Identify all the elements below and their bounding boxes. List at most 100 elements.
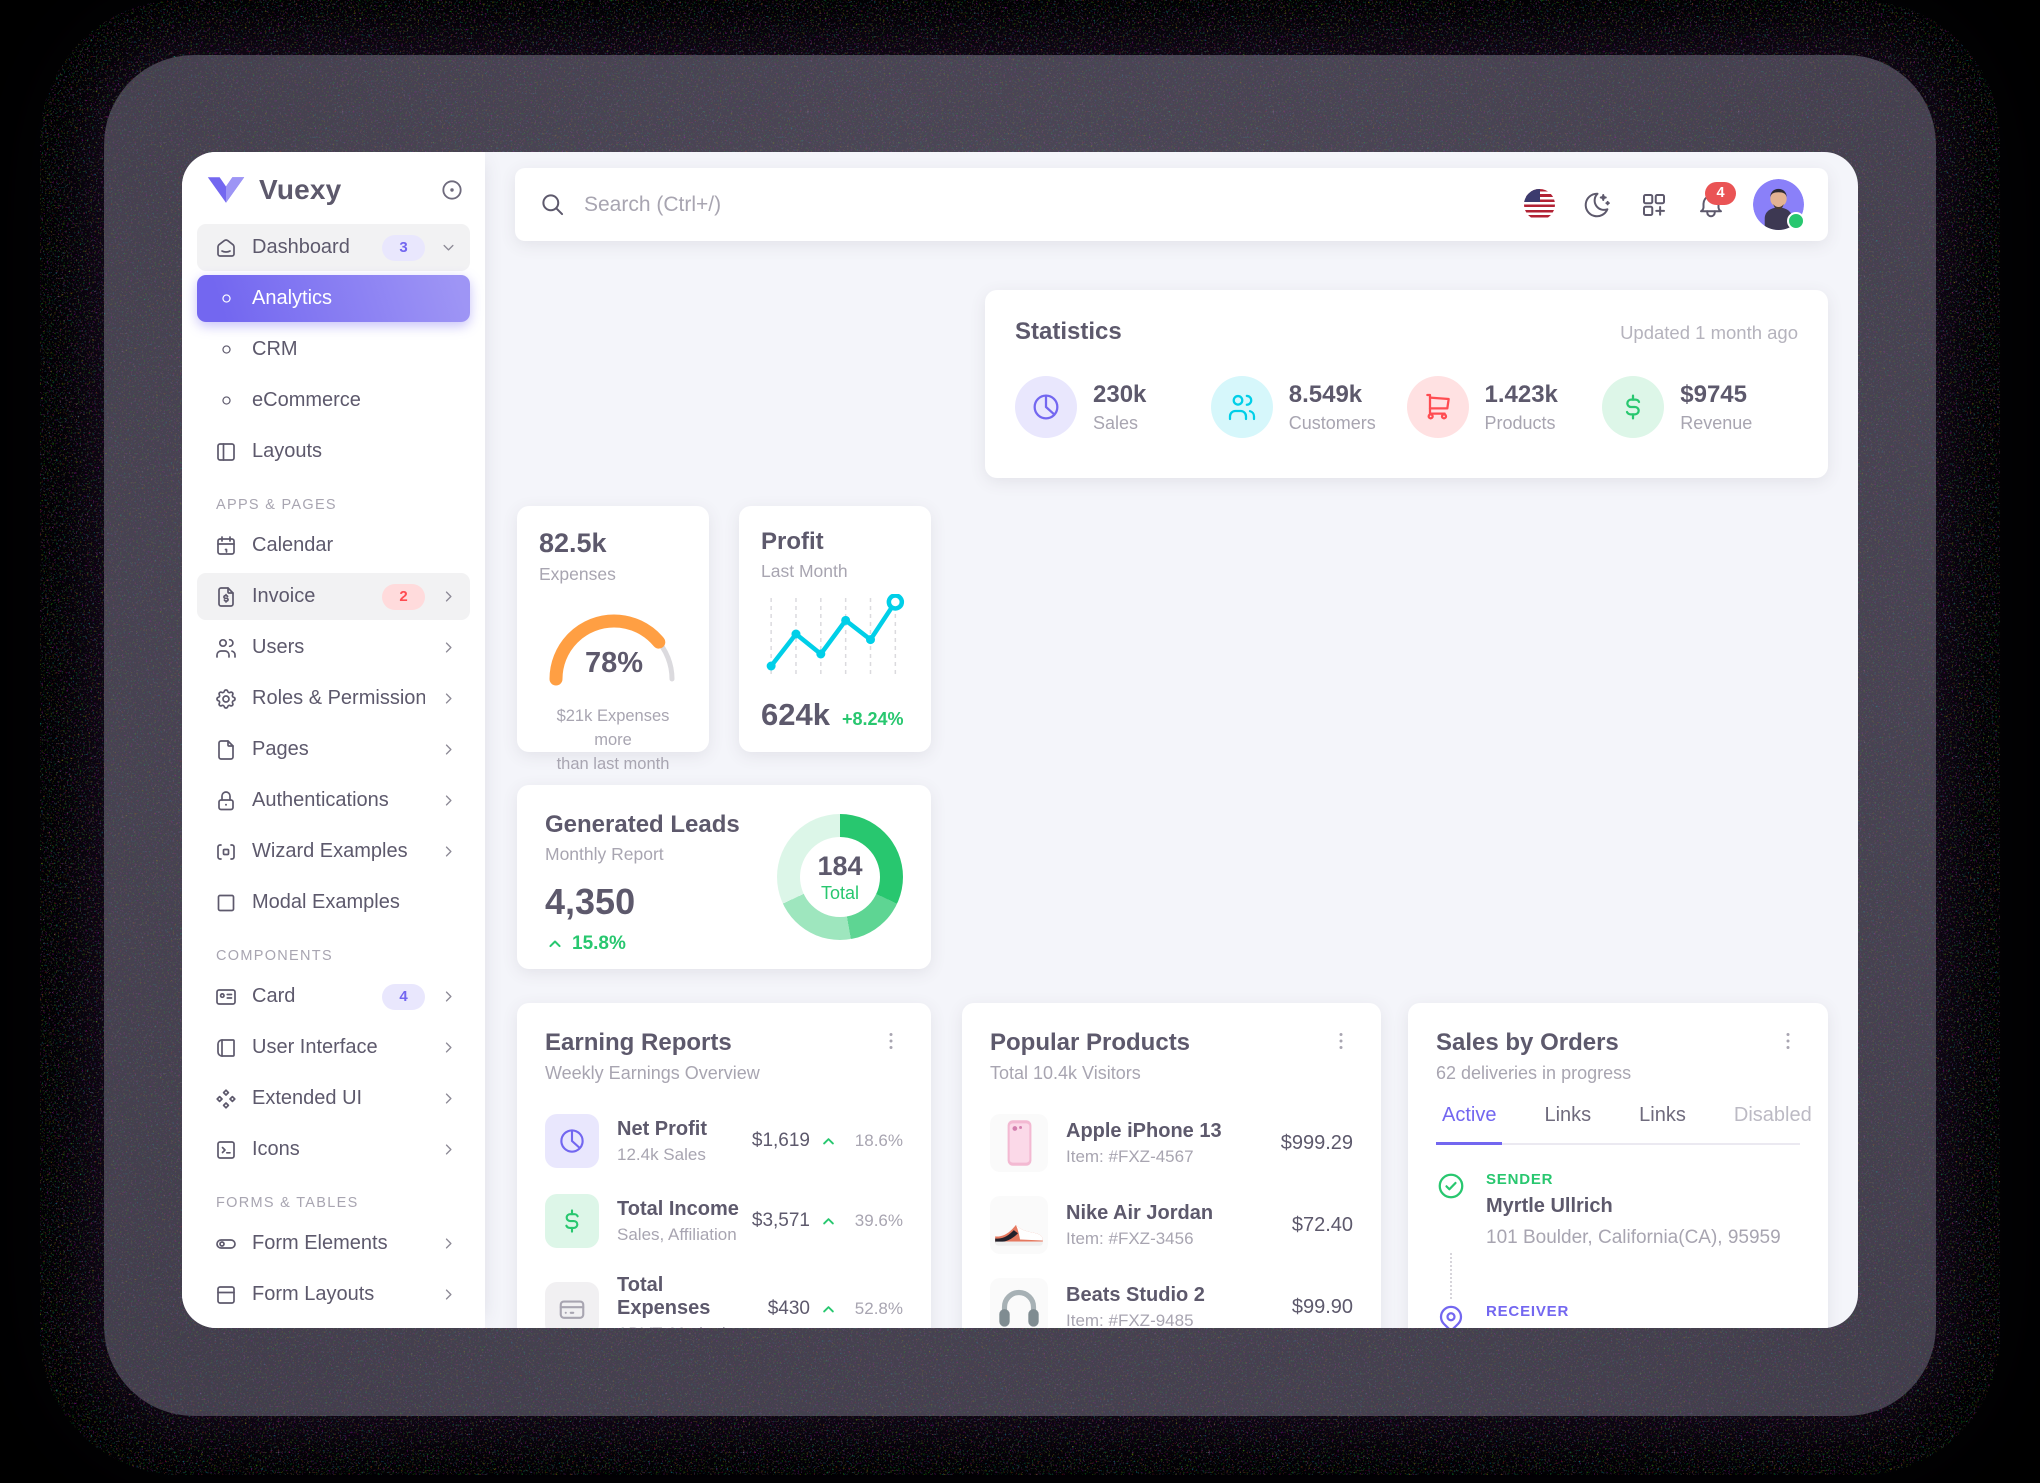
- popular-products-card: Popular Products Total 10.4k Visitors Ap…: [962, 1003, 1381, 1328]
- generated-leads-card: Generated Leads Monthly Report 4,350 15.…: [517, 785, 931, 969]
- chevron-right-icon: [439, 1038, 458, 1057]
- orders-title: Sales by Orders: [1436, 1029, 1619, 1056]
- sidebar-item-roles-permissions[interactable]: Roles & Permissions: [197, 675, 470, 722]
- pie-chart-icon: [1015, 376, 1077, 438]
- expenses-caption: $21k Expenses more than last month: [556, 707, 670, 773]
- expenses-gauge-chart: 78%: [539, 599, 689, 693]
- dollar-icon: [545, 1194, 599, 1248]
- sidebar-item-users[interactable]: Users: [197, 624, 470, 671]
- sidebar-item-label: Form Elements: [252, 1232, 388, 1254]
- statistics-card: Statistics Updated 1 month ago 230k Sales…: [985, 290, 1828, 478]
- sidebar-item-analytics[interactable]: Analytics: [197, 275, 470, 322]
- book-icon: [214, 1036, 238, 1060]
- sidebar-item-extended-ui[interactable]: Extended UI: [197, 1075, 470, 1122]
- product-row-apple-iphone-13: Apple iPhone 13 Item: #FXZ-4567 $999.29: [990, 1114, 1353, 1172]
- tab-disabled[interactable]: Disabled: [1733, 1104, 1812, 1126]
- sidebar-pin-icon[interactable]: [439, 177, 465, 203]
- sidebar-item-card[interactable]: Card 4: [197, 973, 470, 1020]
- earning-row-value: $1,619: [751, 1130, 810, 1151]
- map-pin-icon: [1436, 1303, 1466, 1328]
- kebab-menu-icon[interactable]: [1776, 1029, 1800, 1053]
- sidebar-item-pages[interactable]: Pages: [197, 726, 470, 773]
- apps-grid-icon[interactable]: [1639, 190, 1669, 220]
- product-name: Beats Studio 2: [1066, 1283, 1205, 1306]
- sidebar-item-label: Calendar: [252, 534, 334, 556]
- leads-change: 15.8%: [545, 933, 740, 955]
- stat-value: 1.423k: [1484, 380, 1558, 408]
- tab-active-active[interactable]: Active: [1436, 1104, 1503, 1145]
- sender-address: 101 Boulder, California(CA), 95959: [1486, 1227, 1781, 1248]
- product-image-iphone: [990, 1114, 1048, 1172]
- circle-icon: [218, 341, 235, 358]
- chevron-right-icon: [439, 1089, 458, 1108]
- stat-label: Revenue: [1680, 412, 1753, 433]
- search-icon[interactable]: [539, 191, 566, 218]
- sidebar-item-icons[interactable]: Icons: [197, 1126, 470, 1173]
- lock-icon: [214, 789, 238, 813]
- earning-row-name: Total Expenses: [617, 1274, 711, 1319]
- sidebar-item-user-interface[interactable]: User Interface: [197, 1024, 470, 1071]
- chevron-right-icon: [439, 987, 458, 1006]
- sidebar-item-badge: 2: [382, 583, 425, 610]
- caret-up-icon: [549, 940, 561, 948]
- circle-icon: [218, 290, 235, 307]
- profit-card: Profit Last Month 624k +8.24%: [739, 506, 931, 752]
- sidebar-item-label: CRM: [252, 338, 298, 360]
- us-flag-icon[interactable]: [1524, 189, 1555, 220]
- bell-icon[interactable]: 4: [1696, 181, 1736, 220]
- sidebar-menu: Dashboard 3 Analytics CRM eCommerce Layouts AP…: [182, 218, 485, 1328]
- terminal-icon: [214, 1138, 238, 1162]
- earning-row-net-profit: Net Profit 12.4k Sales $1,619 18.6%: [545, 1114, 903, 1168]
- earning-row-name: Total Income: [617, 1197, 739, 1220]
- earning-row-detail: ADVT, Marketing: [617, 1324, 746, 1328]
- sidebar-item-dashboard[interactable]: Dashboard 3: [197, 224, 470, 271]
- sales-by-orders-card: Sales by Orders 62 deliveries in progres…: [1408, 1003, 1828, 1328]
- avatar[interactable]: [1753, 179, 1805, 230]
- sidebar-item-label: Roles & Permissions: [252, 687, 425, 709]
- sidebar-item-authentications[interactable]: Authentications: [197, 777, 470, 824]
- sidebar-item-layouts[interactable]: Layouts: [197, 428, 470, 475]
- users-icon: [1210, 376, 1273, 438]
- sidebar-item-label: Wizard Examples: [252, 840, 408, 862]
- earning-rows: Net Profit 12.4k Sales $1,619 18.6% Total In…: [545, 1114, 903, 1328]
- sender-name: Myrtle Ullrich: [1486, 1195, 1613, 1217]
- profit-change: +8.24%: [841, 709, 904, 729]
- earning-row-change: 39.6%: [854, 1211, 903, 1230]
- statistics-updated: Updated 1 month ago: [1620, 322, 1798, 343]
- sidebar-item-label: Authentications: [252, 789, 389, 811]
- profit-value: 624k: [761, 697, 830, 732]
- earning-title: Earning Reports: [545, 1029, 732, 1056]
- product-price: $99.90: [1291, 1295, 1353, 1318]
- sidebar-item-wizard-examples[interactable]: Wizard Examples: [197, 828, 470, 875]
- layout-sidebar-icon: [214, 440, 238, 464]
- sidebar: Vuexy Dashboard 3 Analytics CRM eCommerce Lay…: [182, 152, 485, 1328]
- tab-links[interactable]: Links: [1544, 1104, 1592, 1126]
- sidebar-item-label: Invoice: [252, 585, 316, 607]
- sidebar-item-modal-examples[interactable]: Modal Examples: [197, 879, 470, 926]
- sidebar-item-invoice[interactable]: Invoice 2: [197, 573, 470, 620]
- product-item-code: Item: #FXZ-4567: [1066, 1146, 1194, 1166]
- pie-chart-icon: [545, 1114, 599, 1168]
- id-card-icon: [214, 985, 238, 1009]
- credit-card-icon: [545, 1282, 599, 1328]
- kebab-menu-icon[interactable]: [1329, 1029, 1353, 1053]
- tab-links[interactable]: Links: [1639, 1104, 1686, 1126]
- product-name: Apple iPhone 13: [1066, 1119, 1222, 1142]
- earning-row-value: $3,571: [751, 1210, 810, 1231]
- gear-icon: [214, 687, 238, 711]
- dashboard-screen: Vuexy Dashboard 3 Analytics CRM eCommerce Lay…: [182, 152, 1858, 1328]
- statistics-title: Statistics: [1015, 318, 1122, 345]
- sidebar-item-ecommerce[interactable]: eCommerce: [197, 377, 470, 424]
- earning-row-change: 52.8%: [854, 1299, 903, 1318]
- sidebar-item-calendar[interactable]: Calendar: [197, 522, 470, 569]
- sidebar-item-form-layouts[interactable]: Form Layouts: [197, 1271, 470, 1318]
- kebab-menu-icon[interactable]: [879, 1029, 903, 1053]
- chevron-right-icon: [439, 842, 458, 861]
- sidebar-item-label: Layouts: [252, 440, 323, 462]
- moon-stars-icon[interactable]: [1582, 190, 1612, 220]
- search-input[interactable]: [582, 191, 1524, 218]
- sidebar-section-forms-tables: FORMS & TABLES: [216, 1195, 359, 1211]
- sidebar-item-form-elements[interactable]: Form Elements: [197, 1220, 470, 1267]
- earning-reports-card: Earning Reports Weekly Earnings Overview…: [517, 1003, 931, 1328]
- sidebar-item-crm[interactable]: CRM: [197, 326, 470, 373]
